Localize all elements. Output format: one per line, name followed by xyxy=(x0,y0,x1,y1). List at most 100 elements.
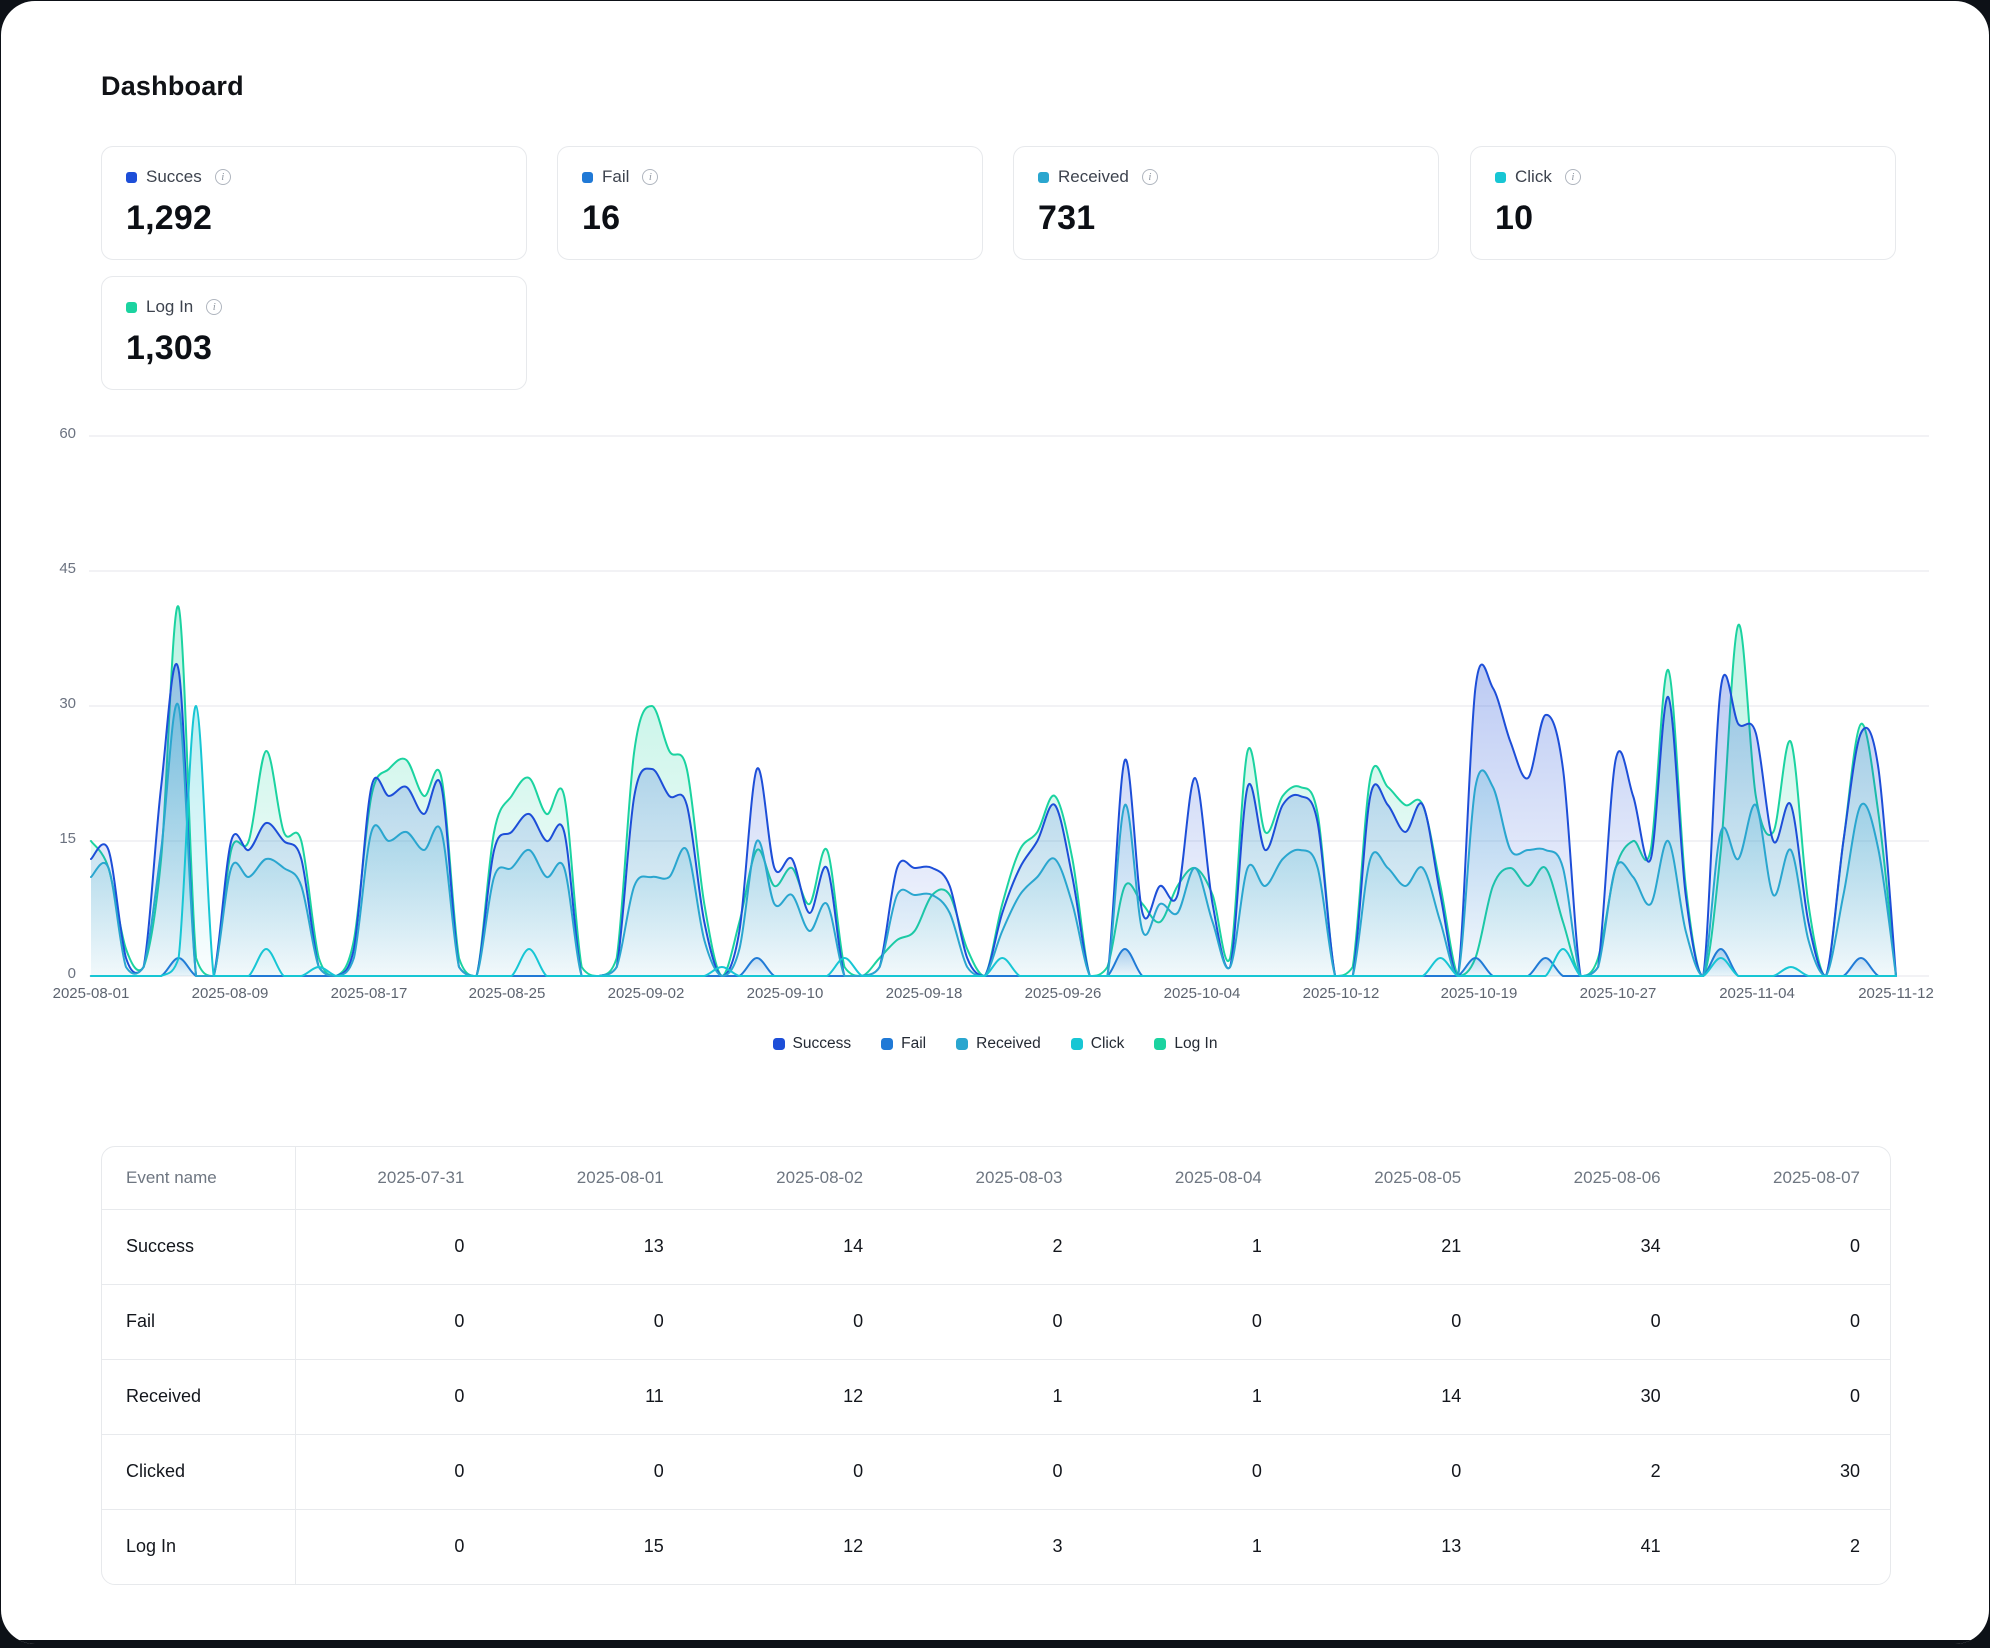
info-icon[interactable]: i xyxy=(206,299,223,315)
cell: 34 xyxy=(1640,1236,1661,1256)
cell: 0 xyxy=(653,1461,664,1481)
x-axis-tick: 2025-09-02 xyxy=(607,985,685,1002)
column-header-date: 2025-08-04 xyxy=(1174,1167,1262,1187)
cell: 30 xyxy=(1839,1461,1860,1481)
column-header-date: 2025-07-31 xyxy=(377,1167,465,1187)
cell: 1 xyxy=(1251,1236,1262,1256)
x-axis-tick: 2025-08-01 xyxy=(52,985,130,1002)
stat-card-value: 16 xyxy=(582,199,621,237)
series-color-dot xyxy=(1495,171,1506,183)
cell: 2 xyxy=(1052,1236,1063,1256)
cell: 0 xyxy=(454,1311,465,1331)
page-title: Dashboard xyxy=(101,71,244,101)
cell: 13 xyxy=(1441,1536,1462,1557)
x-axis-tick: 2025-08-25 xyxy=(468,985,546,1002)
row-label: Log In xyxy=(102,1509,296,1584)
stat-card-received: Received i 731 xyxy=(1013,146,1439,260)
cell: 0 xyxy=(653,1311,664,1331)
series-color-dot xyxy=(582,171,593,183)
x-axis-tick: 2025-10-04 xyxy=(1163,985,1241,1002)
info-icon[interactable]: i xyxy=(1564,169,1581,185)
legend-item-click[interactable]: Click xyxy=(1070,1035,1124,1053)
cell: 3 xyxy=(1052,1536,1063,1557)
cell: 0 xyxy=(454,1461,465,1481)
info-icon[interactable]: i xyxy=(1141,169,1158,185)
info-icon[interactable]: i xyxy=(642,169,659,185)
y-axis-tick: 60 xyxy=(59,425,76,442)
cell: 0 xyxy=(1251,1311,1262,1331)
stat-card-login: Log In i 1,303 xyxy=(101,276,527,390)
window-bottom-edge xyxy=(1,1640,1989,1644)
cell: 15 xyxy=(643,1536,664,1557)
legend-item-received[interactable]: Received xyxy=(956,1035,1041,1053)
row-label: Fail xyxy=(102,1284,296,1359)
cell: 0 xyxy=(454,1536,465,1557)
x-axis-tick: 2025-09-26 xyxy=(1024,985,1102,1002)
y-axis-tick: 30 xyxy=(59,695,76,712)
legend-item-success[interactable]: Success xyxy=(772,1035,851,1053)
cell: 12 xyxy=(843,1536,864,1557)
stat-card-label: Click xyxy=(1515,167,1552,186)
stat-card-click: Click i 10 xyxy=(1470,146,1896,260)
events-table: Event name 2025-07-31 2025-08-01 2025-08… xyxy=(102,1147,1890,1584)
legend-swatch-icon xyxy=(881,1038,894,1050)
chart-legend: Success Fail Received Click Log In xyxy=(1,1035,1989,1053)
cell: 14 xyxy=(843,1236,864,1256)
table-row: Fail 0 0 0 0 0 0 0 0 xyxy=(102,1284,1890,1359)
column-header-date: 2025-08-06 xyxy=(1573,1167,1661,1187)
cell: 0 xyxy=(1251,1461,1262,1481)
x-axis-tick: 2025-10-19 xyxy=(1440,985,1518,1002)
x-axis-tick: 2025-09-10 xyxy=(746,985,824,1002)
cell: 2 xyxy=(1849,1536,1860,1557)
column-header-date: 2025-08-07 xyxy=(1773,1167,1860,1187)
column-header-date: 2025-08-02 xyxy=(776,1167,864,1187)
column-header-date: 2025-08-03 xyxy=(975,1167,1063,1187)
stat-card-success: Succes i 1,292 xyxy=(101,146,527,260)
legend-swatch-icon xyxy=(772,1038,785,1050)
legend-item-login[interactable]: Log In xyxy=(1154,1035,1217,1053)
legend-swatch-icon xyxy=(956,1038,969,1050)
cell: 1 xyxy=(1251,1386,1262,1406)
y-axis-tick: 0 xyxy=(67,965,76,982)
column-header-date: 2025-08-05 xyxy=(1374,1167,1462,1187)
table-header-row: Event name 2025-07-31 2025-08-01 2025-08… xyxy=(102,1147,1890,1209)
legend-swatch-icon xyxy=(1070,1038,1083,1050)
events-table-card: Event name 2025-07-31 2025-08-01 2025-08… xyxy=(101,1146,1891,1585)
legend-item-fail[interactable]: Fail xyxy=(881,1035,926,1053)
cell: 0 xyxy=(853,1311,864,1331)
stat-card-value: 10 xyxy=(1495,199,1534,237)
x-axis-tick: 2025-08-17 xyxy=(330,985,408,1002)
table-row: Clicked 0 0 0 0 0 0 2 30 xyxy=(102,1434,1890,1509)
cell: 12 xyxy=(843,1386,864,1406)
table-row: Received 0 11 12 1 1 14 30 0 xyxy=(102,1359,1890,1434)
stat-card-value: 1,292 xyxy=(126,199,213,237)
cell: 30 xyxy=(1640,1386,1661,1406)
cell: 1 xyxy=(1052,1386,1063,1406)
x-axis-tick: 2025-10-27 xyxy=(1579,985,1657,1002)
x-axis-tick: 2025-11-04 xyxy=(1719,985,1795,1002)
stat-card-label: Received xyxy=(1058,167,1129,186)
stat-card-fail: Fail i 16 xyxy=(557,146,983,260)
cell: 41 xyxy=(1640,1536,1661,1557)
table-row: Success 0 13 14 2 1 21 34 0 xyxy=(102,1209,1890,1284)
cell: 0 xyxy=(1849,1236,1860,1256)
y-axis-tick: 15 xyxy=(59,830,76,847)
stat-card-label: Succes xyxy=(146,167,202,186)
x-axis-tick: 2025-08-09 xyxy=(191,985,269,1002)
x-axis-tick: 2025-11-12 xyxy=(1858,985,1934,1002)
x-axis-tick: 2025-09-18 xyxy=(885,985,963,1002)
cell: 0 xyxy=(454,1236,465,1256)
row-label: Clicked xyxy=(102,1434,296,1509)
row-label: Received xyxy=(102,1359,296,1434)
cell: 0 xyxy=(1451,1311,1462,1331)
cell: 0 xyxy=(1849,1386,1860,1406)
series-color-dot xyxy=(126,301,137,313)
info-icon[interactable]: i xyxy=(214,169,231,185)
cell: 0 xyxy=(1849,1311,1860,1331)
legend-swatch-icon xyxy=(1154,1038,1167,1050)
stat-card-value: 731 xyxy=(1038,199,1096,237)
cell: 0 xyxy=(853,1461,864,1481)
column-header-date: 2025-08-01 xyxy=(576,1167,664,1187)
